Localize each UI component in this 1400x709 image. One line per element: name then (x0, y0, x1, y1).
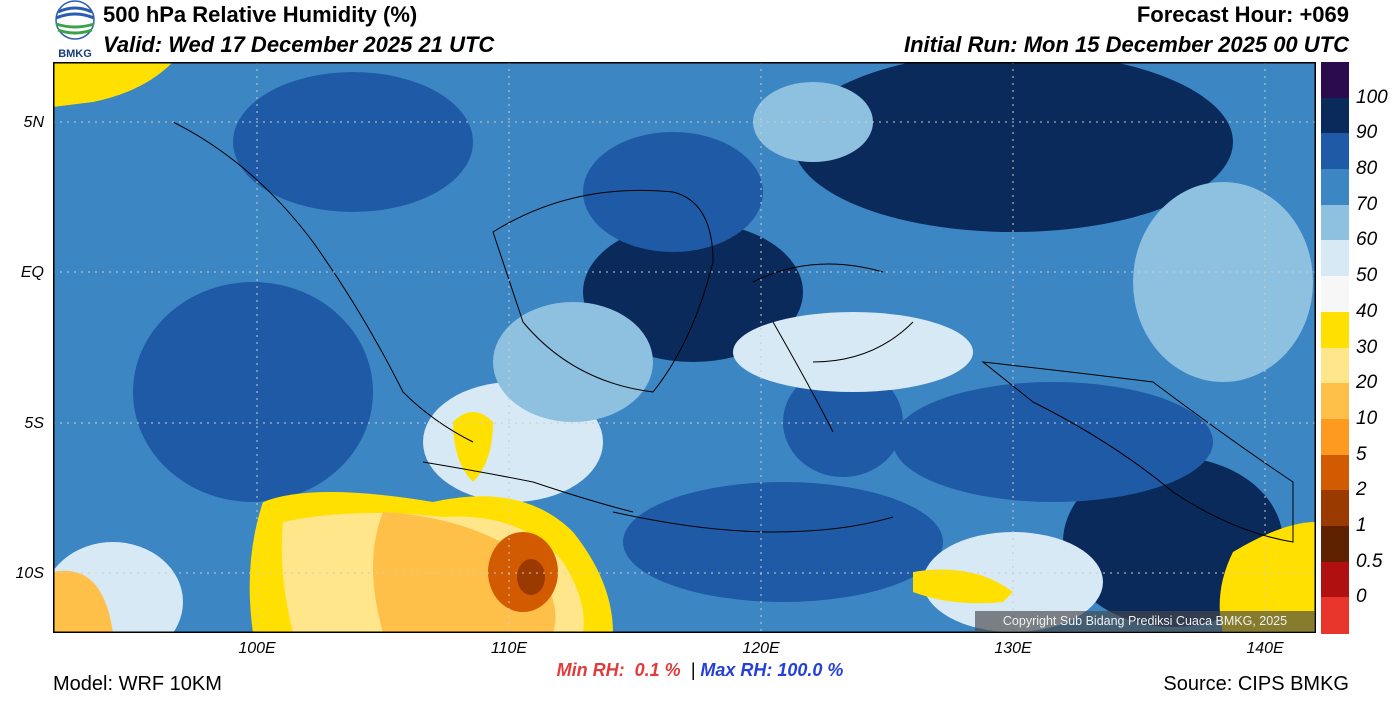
humid-region (623, 482, 943, 602)
humid-region (583, 222, 803, 362)
dry-region (53, 62, 173, 107)
coastline (492, 189, 714, 393)
colorbar-label: 0 (1356, 586, 1367, 608)
lon-label-140e: 140E (1246, 640, 1284, 657)
colorbar-swatch (1321, 490, 1349, 527)
coastline (752, 263, 914, 433)
lon-label-120e: 120E (742, 640, 780, 657)
dry-region (517, 559, 545, 595)
colorbar-swatch (1321, 97, 1349, 134)
colorbar-swatch (1321, 133, 1349, 170)
colorbar-label: 30 (1356, 336, 1378, 358)
humid-region (893, 382, 1213, 502)
bmkg-logo: BMKG (52, 0, 98, 60)
forecast-hour: Forecast Hour: +069 (1136, 2, 1349, 27)
colorbar-swatch (1321, 204, 1349, 241)
colorbar-swatch (1321, 418, 1349, 456)
map-canvas (43, 52, 1317, 662)
colorbar-swatch (1321, 240, 1349, 277)
moderate-region (753, 82, 873, 162)
colorbar-swatch (1321, 525, 1349, 563)
coastline (981, 361, 1294, 543)
graticule (53, 62, 1316, 633)
moderate-region (1133, 182, 1313, 382)
max-rh-label: Max RH: (700, 660, 773, 680)
humidity-map (43, 52, 1317, 662)
colorbar-label: 90 (1356, 122, 1378, 144)
lon-label-130e: 130E (994, 640, 1032, 657)
colorbar (1321, 62, 1349, 634)
lon-label-110e: 110E (490, 640, 528, 657)
logo-text: BMKG (58, 48, 92, 60)
humid-region (793, 52, 1233, 232)
lat-label-eq: EQ (20, 264, 44, 281)
colorbar-label: 100 (1356, 86, 1388, 108)
map-title: 500 hPa Relative Humidity (%) (103, 2, 418, 27)
lon-label-100e: 100E (238, 640, 276, 657)
min-max-separator: | (690, 660, 696, 680)
min-max-rh: Min RH: 0.1 % | Max RH: 100.0 % (0, 660, 1400, 681)
lat-label-5s: 5S (24, 415, 44, 432)
coastline (172, 121, 474, 443)
dry-region (1219, 522, 1316, 633)
colorbar-label: 1 (1356, 514, 1367, 536)
coastline (422, 461, 634, 513)
colorbar-label: 20 (1356, 372, 1378, 394)
colorbar-swatch (1321, 597, 1349, 634)
dry-region (453, 412, 493, 482)
colorbar-swatch (1321, 169, 1349, 206)
colorbar-label: 50 (1356, 265, 1378, 287)
colorbar-label: 10 (1356, 407, 1378, 429)
lat-label-10s: 10S (15, 565, 44, 582)
colorbar-swatch (1321, 561, 1349, 598)
min-rh-label: Min RH: (556, 660, 625, 680)
colorbar-label: 0.5 (1356, 550, 1383, 572)
colorbar-label: 70 (1356, 193, 1378, 215)
humid-region (133, 282, 373, 502)
colorbar-swatch (1321, 276, 1349, 313)
colorbar-label: 40 (1356, 300, 1378, 322)
colorbar-swatch (1321, 62, 1349, 99)
lat-label-5n: 5N (23, 114, 44, 131)
max-rh-value: 100.0 % (777, 660, 844, 680)
colorbar-swatch (1321, 383, 1349, 420)
model-label: Model: WRF 10KM (53, 673, 222, 695)
dry-region (913, 569, 1013, 604)
copyright-notice: Copyright Sub Bidang Prediksi Cuaca BMKG… (975, 611, 1315, 632)
colorbar-swatch (1321, 347, 1349, 384)
min-rh-value: 0.1 % (634, 660, 681, 680)
valid-time: Valid: Wed 17 December 2025 21 UTC (103, 32, 495, 57)
colorbar-label: 60 (1356, 229, 1378, 251)
source-label: Source: CIPS BMKG (1163, 673, 1349, 695)
map-frame (52, 61, 1317, 634)
colorbar-label: 2 (1356, 479, 1367, 501)
colorbar-label: 5 (1356, 443, 1367, 465)
colorbar-swatch (1321, 454, 1349, 491)
initial-run: Initial Run: Mon 15 December 2025 00 UTC (903, 32, 1349, 57)
humid-region (233, 72, 473, 212)
coastline (612, 511, 894, 533)
colorbar-swatch (1321, 311, 1349, 348)
moderate-region (733, 312, 973, 392)
colorbar-label: 80 (1356, 158, 1378, 180)
moderate-region (493, 302, 653, 422)
dry-region (53, 570, 113, 633)
